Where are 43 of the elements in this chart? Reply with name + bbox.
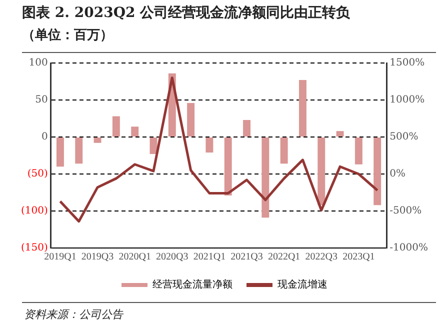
x-tick-label: 2022Q1 xyxy=(268,252,300,263)
bar xyxy=(206,138,214,153)
y-tick-label: 50 xyxy=(35,94,48,106)
bar xyxy=(336,131,344,136)
bar xyxy=(75,138,83,164)
bar xyxy=(56,138,64,167)
legend-label: 经营现金流量净额 xyxy=(152,278,232,291)
x-tick-label: 2020Q3 xyxy=(156,252,188,263)
text: 资料来源：公司公告 xyxy=(24,307,123,322)
y2-tick-label: -1000% xyxy=(390,242,428,254)
x-tick-label: 2020Q1 xyxy=(118,252,151,263)
y-tick-label: 0 xyxy=(42,132,48,143)
bar xyxy=(262,138,270,218)
bar xyxy=(94,138,102,143)
y2-tick-label: 0% xyxy=(390,168,406,180)
bar xyxy=(298,80,306,136)
bar xyxy=(150,138,158,154)
bar xyxy=(374,138,382,206)
y2-tick-label: -500% xyxy=(390,206,422,217)
bar xyxy=(354,138,362,164)
bar xyxy=(112,116,120,136)
x-tick-label: 2022Q3 xyxy=(305,252,338,263)
y2-tick-label: 1500% xyxy=(390,58,425,69)
x-tick-label: 2021Q3 xyxy=(230,252,263,263)
bar xyxy=(280,138,288,164)
bar xyxy=(187,102,195,136)
bar xyxy=(131,126,139,136)
y-tick-label: (50) xyxy=(27,168,48,180)
chart-title: 图表 2. 2023Q2 公司经营现金流净额同比由正转负 xyxy=(22,4,350,22)
bar xyxy=(224,138,232,196)
y2-tick-label: 1000% xyxy=(390,94,425,106)
chart-subtitle: （单位：百万） xyxy=(22,27,113,44)
bar xyxy=(243,120,250,136)
y2-tick-label: 500% xyxy=(390,132,418,143)
x-tick-label: 2021Q1 xyxy=(193,252,226,263)
legend-label: 现金流增速 xyxy=(278,278,328,291)
x-tick-label: 2019Q3 xyxy=(81,252,114,263)
x-tick-label: 2019Q1 xyxy=(44,252,76,263)
y-tick-label: (100) xyxy=(21,206,48,217)
bar xyxy=(318,138,326,206)
x-tick-label: 2023Q1 xyxy=(342,252,375,263)
y-tick-label: 100 xyxy=(28,58,48,69)
y-tick-label: (150) xyxy=(21,242,48,254)
